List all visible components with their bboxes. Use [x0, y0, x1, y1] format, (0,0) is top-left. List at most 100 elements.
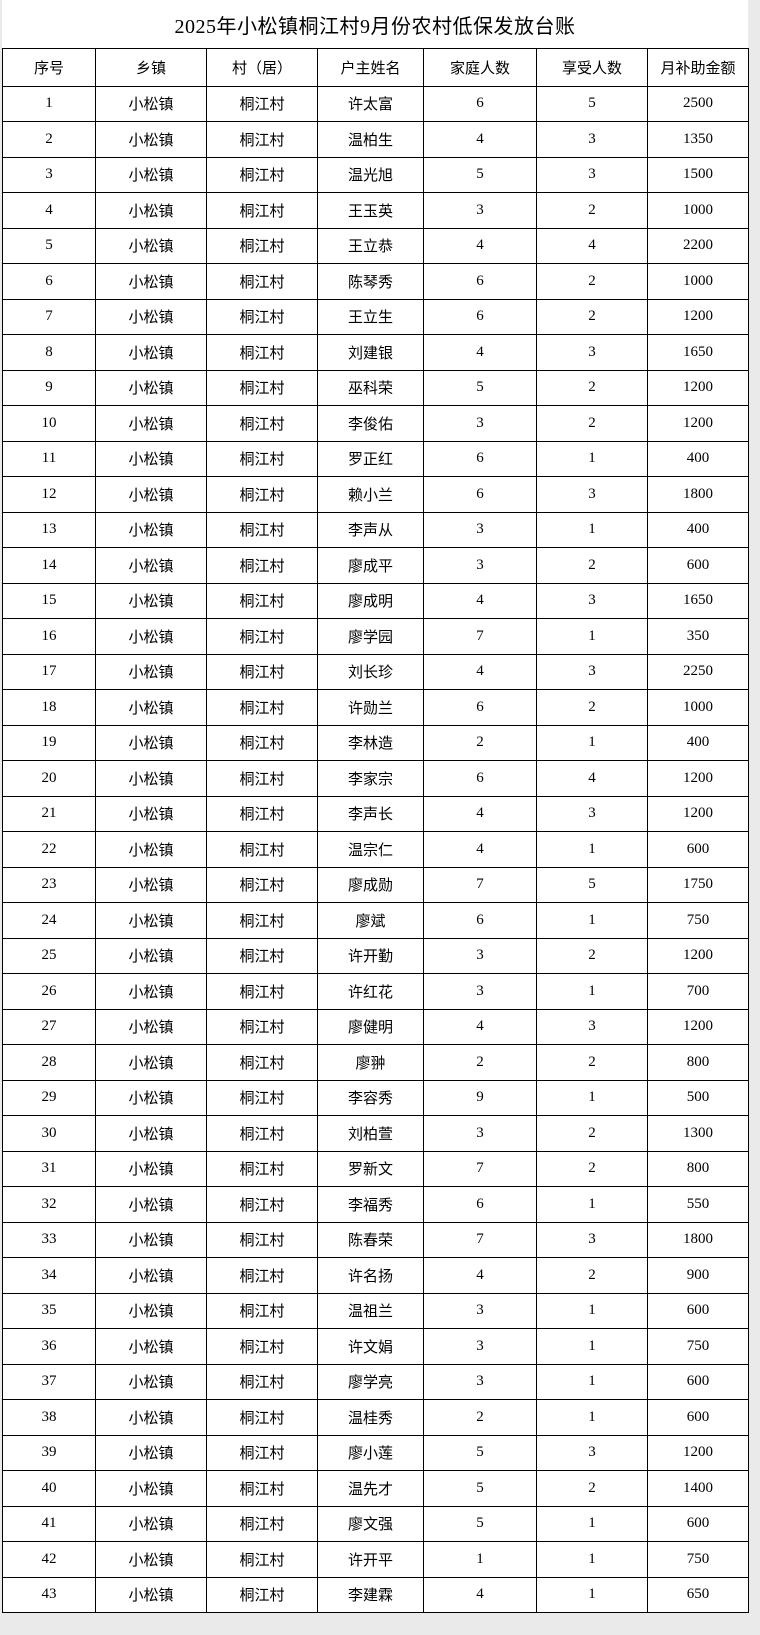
- cell-householder-name: 刘柏萱: [317, 1115, 424, 1152]
- cell-householder-name: 廖学亮: [317, 1363, 424, 1400]
- cell-serial: 21: [2, 795, 96, 832]
- cell-serial: 40: [2, 1470, 96, 1507]
- cell-village: 桐江村: [206, 156, 318, 193]
- cell-village: 桐江村: [206, 1115, 318, 1152]
- cell-village: 桐江村: [206, 902, 318, 939]
- cell-serial: 1: [2, 85, 96, 122]
- cell-monthly-subsidy: 1000: [647, 263, 749, 300]
- cell-family-count: 6: [423, 476, 537, 513]
- cell-householder-name: 廖文强: [317, 1505, 424, 1542]
- cell-village: 桐江村: [206, 1079, 318, 1116]
- cell-householder-name: 温桂秀: [317, 1399, 424, 1436]
- cell-family-count: 6: [423, 440, 537, 477]
- cell-beneficiary-count: 4: [536, 227, 648, 264]
- cell-village: 桐江村: [206, 724, 318, 761]
- table-row: 14 小松镇 桐江村 廖成平 3 2 600: [2, 547, 749, 584]
- cell-serial: 32: [2, 1186, 96, 1223]
- cell-monthly-subsidy: 750: [647, 902, 749, 939]
- cell-village: 桐江村: [206, 192, 318, 229]
- cell-monthly-subsidy: 500: [647, 1079, 749, 1116]
- cell-monthly-subsidy: 1500: [647, 156, 749, 193]
- cell-beneficiary-count: 1: [536, 831, 648, 868]
- cell-township: 小松镇: [95, 1363, 207, 1400]
- cell-beneficiary-count: 2: [536, 369, 648, 406]
- cell-serial: 25: [2, 937, 96, 974]
- cell-beneficiary-count: 1: [536, 1505, 648, 1542]
- cell-beneficiary-count: 3: [536, 795, 648, 832]
- cell-village: 桐江村: [206, 795, 318, 832]
- cell-beneficiary-count: 3: [536, 156, 648, 193]
- cell-beneficiary-count: 1: [536, 724, 648, 761]
- cell-township: 小松镇: [95, 476, 207, 513]
- cell-serial: 16: [2, 618, 96, 655]
- cell-serial: 4: [2, 192, 96, 229]
- cell-family-count: 4: [423, 121, 537, 158]
- cell-householder-name: 巫科荣: [317, 369, 424, 406]
- cell-serial: 27: [2, 1008, 96, 1045]
- cell-family-count: 3: [423, 937, 537, 974]
- cell-householder-name: 许名扬: [317, 1257, 424, 1294]
- cell-family-count: 4: [423, 334, 537, 371]
- cell-village: 桐江村: [206, 227, 318, 264]
- cell-village: 桐江村: [206, 973, 318, 1010]
- table-row: 25 小松镇 桐江村 许开勤 3 2 1200: [2, 937, 749, 974]
- cell-township: 小松镇: [95, 1044, 207, 1081]
- cell-beneficiary-count: 5: [536, 866, 648, 903]
- cell-family-count: 1: [423, 1541, 537, 1578]
- cell-village: 桐江村: [206, 334, 318, 371]
- cell-family-count: 5: [423, 1505, 537, 1542]
- cell-township: 小松镇: [95, 1115, 207, 1152]
- cell-village: 桐江村: [206, 511, 318, 548]
- cell-serial: 17: [2, 653, 96, 690]
- cell-householder-name: 李声长: [317, 795, 424, 832]
- cell-family-count: 9: [423, 1079, 537, 1116]
- cell-beneficiary-count: 1: [536, 902, 648, 939]
- cell-monthly-subsidy: 2250: [647, 653, 749, 690]
- cell-village: 桐江村: [206, 689, 318, 726]
- cell-beneficiary-count: 1: [536, 973, 648, 1010]
- cell-householder-name: 许文娟: [317, 1328, 424, 1365]
- cell-beneficiary-count: 3: [536, 334, 648, 371]
- cell-monthly-subsidy: 1350: [647, 121, 749, 158]
- cell-family-count: 3: [423, 405, 537, 442]
- cell-serial: 7: [2, 298, 96, 335]
- cell-monthly-subsidy: 1200: [647, 369, 749, 406]
- cell-serial: 39: [2, 1434, 96, 1471]
- table-row: 36 小松镇 桐江村 许文娟 3 1 750: [2, 1328, 749, 1365]
- cell-beneficiary-count: 1: [536, 1186, 648, 1223]
- table-row: 16 小松镇 桐江村 廖学园 7 1 350: [2, 618, 749, 655]
- cell-village: 桐江村: [206, 121, 318, 158]
- table-row: 15 小松镇 桐江村 廖成明 4 3 1650: [2, 582, 749, 619]
- column-header-township: 乡镇: [95, 48, 207, 87]
- cell-township: 小松镇: [95, 831, 207, 868]
- cell-householder-name: 许开勤: [317, 937, 424, 974]
- column-header-village: 村（居）: [206, 48, 318, 87]
- cell-householder-name: 许勋兰: [317, 689, 424, 726]
- cell-serial: 19: [2, 724, 96, 761]
- table-row: 10 小松镇 桐江村 李俊佑 3 2 1200: [2, 405, 749, 442]
- table-row: 33 小松镇 桐江村 陈春荣 7 3 1800: [2, 1221, 749, 1258]
- cell-monthly-subsidy: 400: [647, 511, 749, 548]
- cell-beneficiary-count: 1: [536, 1079, 648, 1116]
- cell-monthly-subsidy: 1300: [647, 1115, 749, 1152]
- cell-township: 小松镇: [95, 582, 207, 619]
- cell-township: 小松镇: [95, 263, 207, 300]
- cell-serial: 28: [2, 1044, 96, 1081]
- cell-householder-name: 李林造: [317, 724, 424, 761]
- table-row: 21 小松镇 桐江村 李声长 4 3 1200: [2, 795, 749, 832]
- cell-beneficiary-count: 3: [536, 121, 648, 158]
- cell-monthly-subsidy: 800: [647, 1044, 749, 1081]
- table-row: 41 小松镇 桐江村 廖文强 5 1 600: [2, 1505, 749, 1542]
- cell-householder-name: 李福秀: [317, 1186, 424, 1223]
- table-row: 18 小松镇 桐江村 许勋兰 6 2 1000: [2, 689, 749, 726]
- table-row: 27 小松镇 桐江村 廖健明 4 3 1200: [2, 1008, 749, 1045]
- cell-family-count: 2: [423, 1044, 537, 1081]
- table-row: 2 小松镇 桐江村 温柏生 4 3 1350: [2, 121, 749, 158]
- cell-serial: 12: [2, 476, 96, 513]
- cell-village: 桐江村: [206, 1399, 318, 1436]
- cell-village: 桐江村: [206, 1576, 318, 1613]
- cell-monthly-subsidy: 400: [647, 440, 749, 477]
- table-row: 17 小松镇 桐江村 刘长珍 4 3 2250: [2, 653, 749, 690]
- cell-village: 桐江村: [206, 937, 318, 974]
- cell-monthly-subsidy: 550: [647, 1186, 749, 1223]
